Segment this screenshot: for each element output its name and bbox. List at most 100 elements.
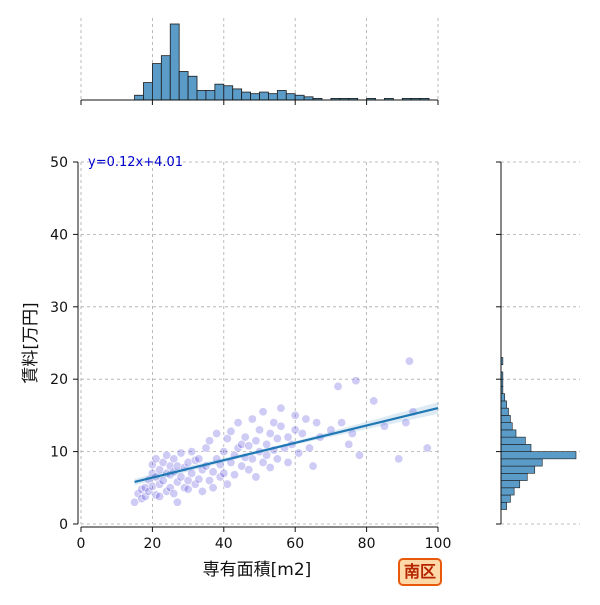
marginal-x-bar bbox=[178, 71, 189, 101]
scatter-point bbox=[301, 414, 311, 424]
scatter-point bbox=[244, 441, 254, 451]
scatter-point bbox=[190, 455, 200, 465]
scatter-point bbox=[269, 418, 279, 428]
scatter-point bbox=[162, 486, 172, 496]
scatter-point bbox=[401, 418, 411, 428]
marginal-y-bar bbox=[500, 494, 511, 503]
x-tick-label: 80 bbox=[358, 536, 376, 552]
marginal-x-bar bbox=[232, 88, 243, 101]
scatter-point bbox=[297, 428, 307, 438]
y-tick-label: 40 bbox=[50, 227, 68, 243]
scatter-point bbox=[155, 465, 165, 475]
x-tick-label: 100 bbox=[425, 536, 452, 552]
marginal-y-bar bbox=[500, 480, 521, 489]
scatter-point bbox=[255, 425, 265, 435]
scatter-point bbox=[240, 432, 250, 442]
marginal-x-bar bbox=[143, 82, 153, 101]
marginal-y-bar bbox=[500, 393, 506, 402]
scatter-point bbox=[222, 479, 232, 489]
marginal-y-bar bbox=[500, 415, 511, 423]
marginal-y-bar bbox=[500, 501, 507, 510]
scatter-point bbox=[222, 434, 232, 444]
marginal-y-bar bbox=[500, 473, 528, 481]
scatter-point bbox=[176, 472, 186, 482]
marginal-x-bar bbox=[169, 23, 180, 101]
scatter-point bbox=[183, 457, 193, 467]
scatter-point bbox=[183, 484, 193, 494]
scatter-point bbox=[155, 491, 165, 501]
y-tick-label: 0 bbox=[59, 517, 68, 533]
scatter-point bbox=[130, 497, 140, 507]
scatter-point bbox=[337, 418, 347, 428]
scatter-point bbox=[151, 490, 161, 500]
marginal-y-bar bbox=[500, 436, 526, 445]
scatter-point bbox=[176, 448, 186, 458]
scatter-point bbox=[197, 486, 207, 496]
scatter-point bbox=[251, 472, 261, 482]
marginal-x-bar bbox=[250, 93, 260, 101]
scatter-point bbox=[294, 448, 304, 458]
marginal-y-bar bbox=[500, 444, 532, 452]
scatter-point bbox=[247, 414, 257, 424]
x-axis-label: 専有面積[m2] bbox=[203, 560, 312, 580]
scatter-point bbox=[276, 403, 286, 413]
regression-confidence-band bbox=[134, 402, 439, 486]
scatter-point bbox=[258, 457, 268, 467]
marginal-x-bar bbox=[276, 90, 287, 101]
marginal-x-bar bbox=[223, 85, 234, 101]
scatter-point bbox=[394, 454, 404, 464]
scatter-point bbox=[344, 439, 354, 449]
x-tick-label: 60 bbox=[286, 536, 304, 552]
scatter-point bbox=[290, 425, 300, 435]
scatter-point bbox=[265, 463, 275, 473]
x-tick-label: 40 bbox=[215, 536, 233, 552]
scatter-point bbox=[237, 461, 247, 471]
scatter-point bbox=[194, 474, 204, 484]
scatter-point bbox=[165, 483, 175, 493]
x-tick-label: 20 bbox=[143, 536, 161, 552]
scatter-point bbox=[147, 460, 157, 470]
scatter-point bbox=[283, 457, 293, 467]
marginal-y-histogram bbox=[500, 357, 577, 510]
marginal-y-bar bbox=[500, 451, 577, 460]
scatter-point bbox=[354, 450, 364, 460]
scatter-point bbox=[404, 356, 414, 366]
scatter-point bbox=[212, 428, 222, 438]
scatter-point bbox=[265, 428, 275, 438]
scatter-point bbox=[422, 443, 432, 453]
scatter-point bbox=[308, 461, 318, 471]
scatter-point bbox=[172, 477, 182, 487]
marginal-x-bar bbox=[196, 90, 207, 101]
scatter-point bbox=[233, 418, 243, 428]
scatter-point bbox=[233, 443, 243, 453]
regression-layer bbox=[134, 402, 439, 486]
scatter-point bbox=[208, 483, 218, 493]
scatter-point bbox=[237, 439, 247, 449]
scatter-point bbox=[290, 410, 300, 420]
scatter-point bbox=[262, 439, 272, 449]
marginal-y-bar bbox=[500, 465, 536, 474]
scatter-point bbox=[230, 470, 240, 480]
marginal-y-bar bbox=[500, 429, 517, 438]
scatter-point bbox=[283, 432, 293, 442]
scatter-point bbox=[351, 376, 361, 386]
scatter-point bbox=[172, 497, 182, 507]
marginal-x-bar bbox=[160, 55, 171, 101]
marginal-x-histogram bbox=[134, 23, 430, 101]
y-tick-label: 10 bbox=[50, 445, 68, 461]
region-badge: 南区 bbox=[398, 558, 442, 586]
scatter-point bbox=[262, 450, 272, 460]
marginal-x-bar bbox=[214, 83, 225, 101]
scatter-point bbox=[208, 467, 218, 477]
scatter-point bbox=[194, 454, 204, 464]
y-tick-label: 20 bbox=[50, 372, 68, 388]
scatter-point bbox=[169, 454, 179, 464]
scatter-point bbox=[205, 476, 215, 486]
scatter-point bbox=[155, 479, 165, 489]
scatter-point bbox=[201, 443, 211, 453]
scatter-point bbox=[219, 447, 229, 457]
y-tick-label: 30 bbox=[50, 300, 68, 316]
grid-layer bbox=[80, 18, 580, 525]
